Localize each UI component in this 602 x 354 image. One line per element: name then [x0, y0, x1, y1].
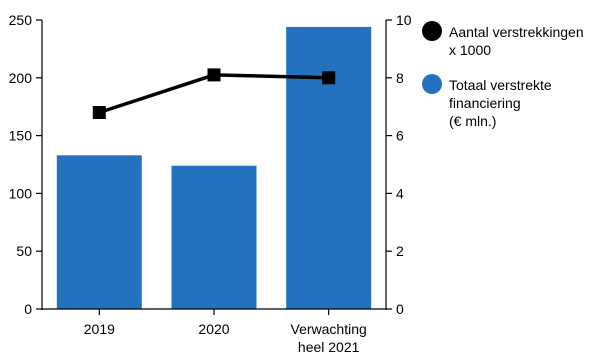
line-marker [207, 68, 221, 82]
bar [171, 165, 257, 309]
labels-layer: 0 50 100 150 200 250 0 2 4 6 8 10 2019 2020 Verwachtin… [9, 12, 412, 354]
legend-label: Aantal verstrekkingen [449, 24, 584, 40]
bar [286, 26, 372, 310]
x-axis-tick-label: 2020 [198, 321, 229, 337]
line-marker [322, 71, 336, 85]
line-layer [92, 68, 336, 119]
x-axis-tick-label: 2019 [84, 321, 115, 337]
left-axis-tick-label: 100 [9, 185, 33, 201]
right-axis-tick-label: 4 [396, 185, 404, 201]
legend: Aantal verstrekkingen x 1000 Totaal verstr… [422, 21, 584, 129]
legend-label: x 1000 [449, 42, 491, 58]
right-axis-tick-label: 2 [396, 243, 404, 259]
left-axis-tick-label: 250 [9, 12, 33, 28]
right-axis-tick-label: 10 [396, 12, 412, 28]
legend-label: financiering [449, 95, 521, 111]
bar [56, 155, 142, 309]
x-axis-tick-label: Verwachting [291, 321, 367, 337]
left-axis-tick-label: 150 [9, 128, 33, 144]
left-axis-tick-label: 50 [16, 243, 32, 259]
bars-layer [56, 26, 372, 310]
line-marker [92, 106, 106, 119]
right-axis-tick-label: 6 [396, 128, 404, 144]
x-axis-tick-label: heel 2021 [298, 339, 360, 354]
right-axis-tick-label: 0 [396, 301, 404, 317]
left-axis-tick-label: 0 [24, 301, 32, 317]
legend-marker [422, 21, 442, 41]
legend-marker [422, 74, 442, 94]
right-axis-tick-label: 8 [396, 70, 404, 86]
left-axis-tick-label: 200 [9, 70, 33, 86]
legend-label: Totaal verstrekte [449, 77, 552, 93]
axes-layer [36, 19, 392, 315]
legend-label: (€ mln.) [449, 113, 496, 129]
